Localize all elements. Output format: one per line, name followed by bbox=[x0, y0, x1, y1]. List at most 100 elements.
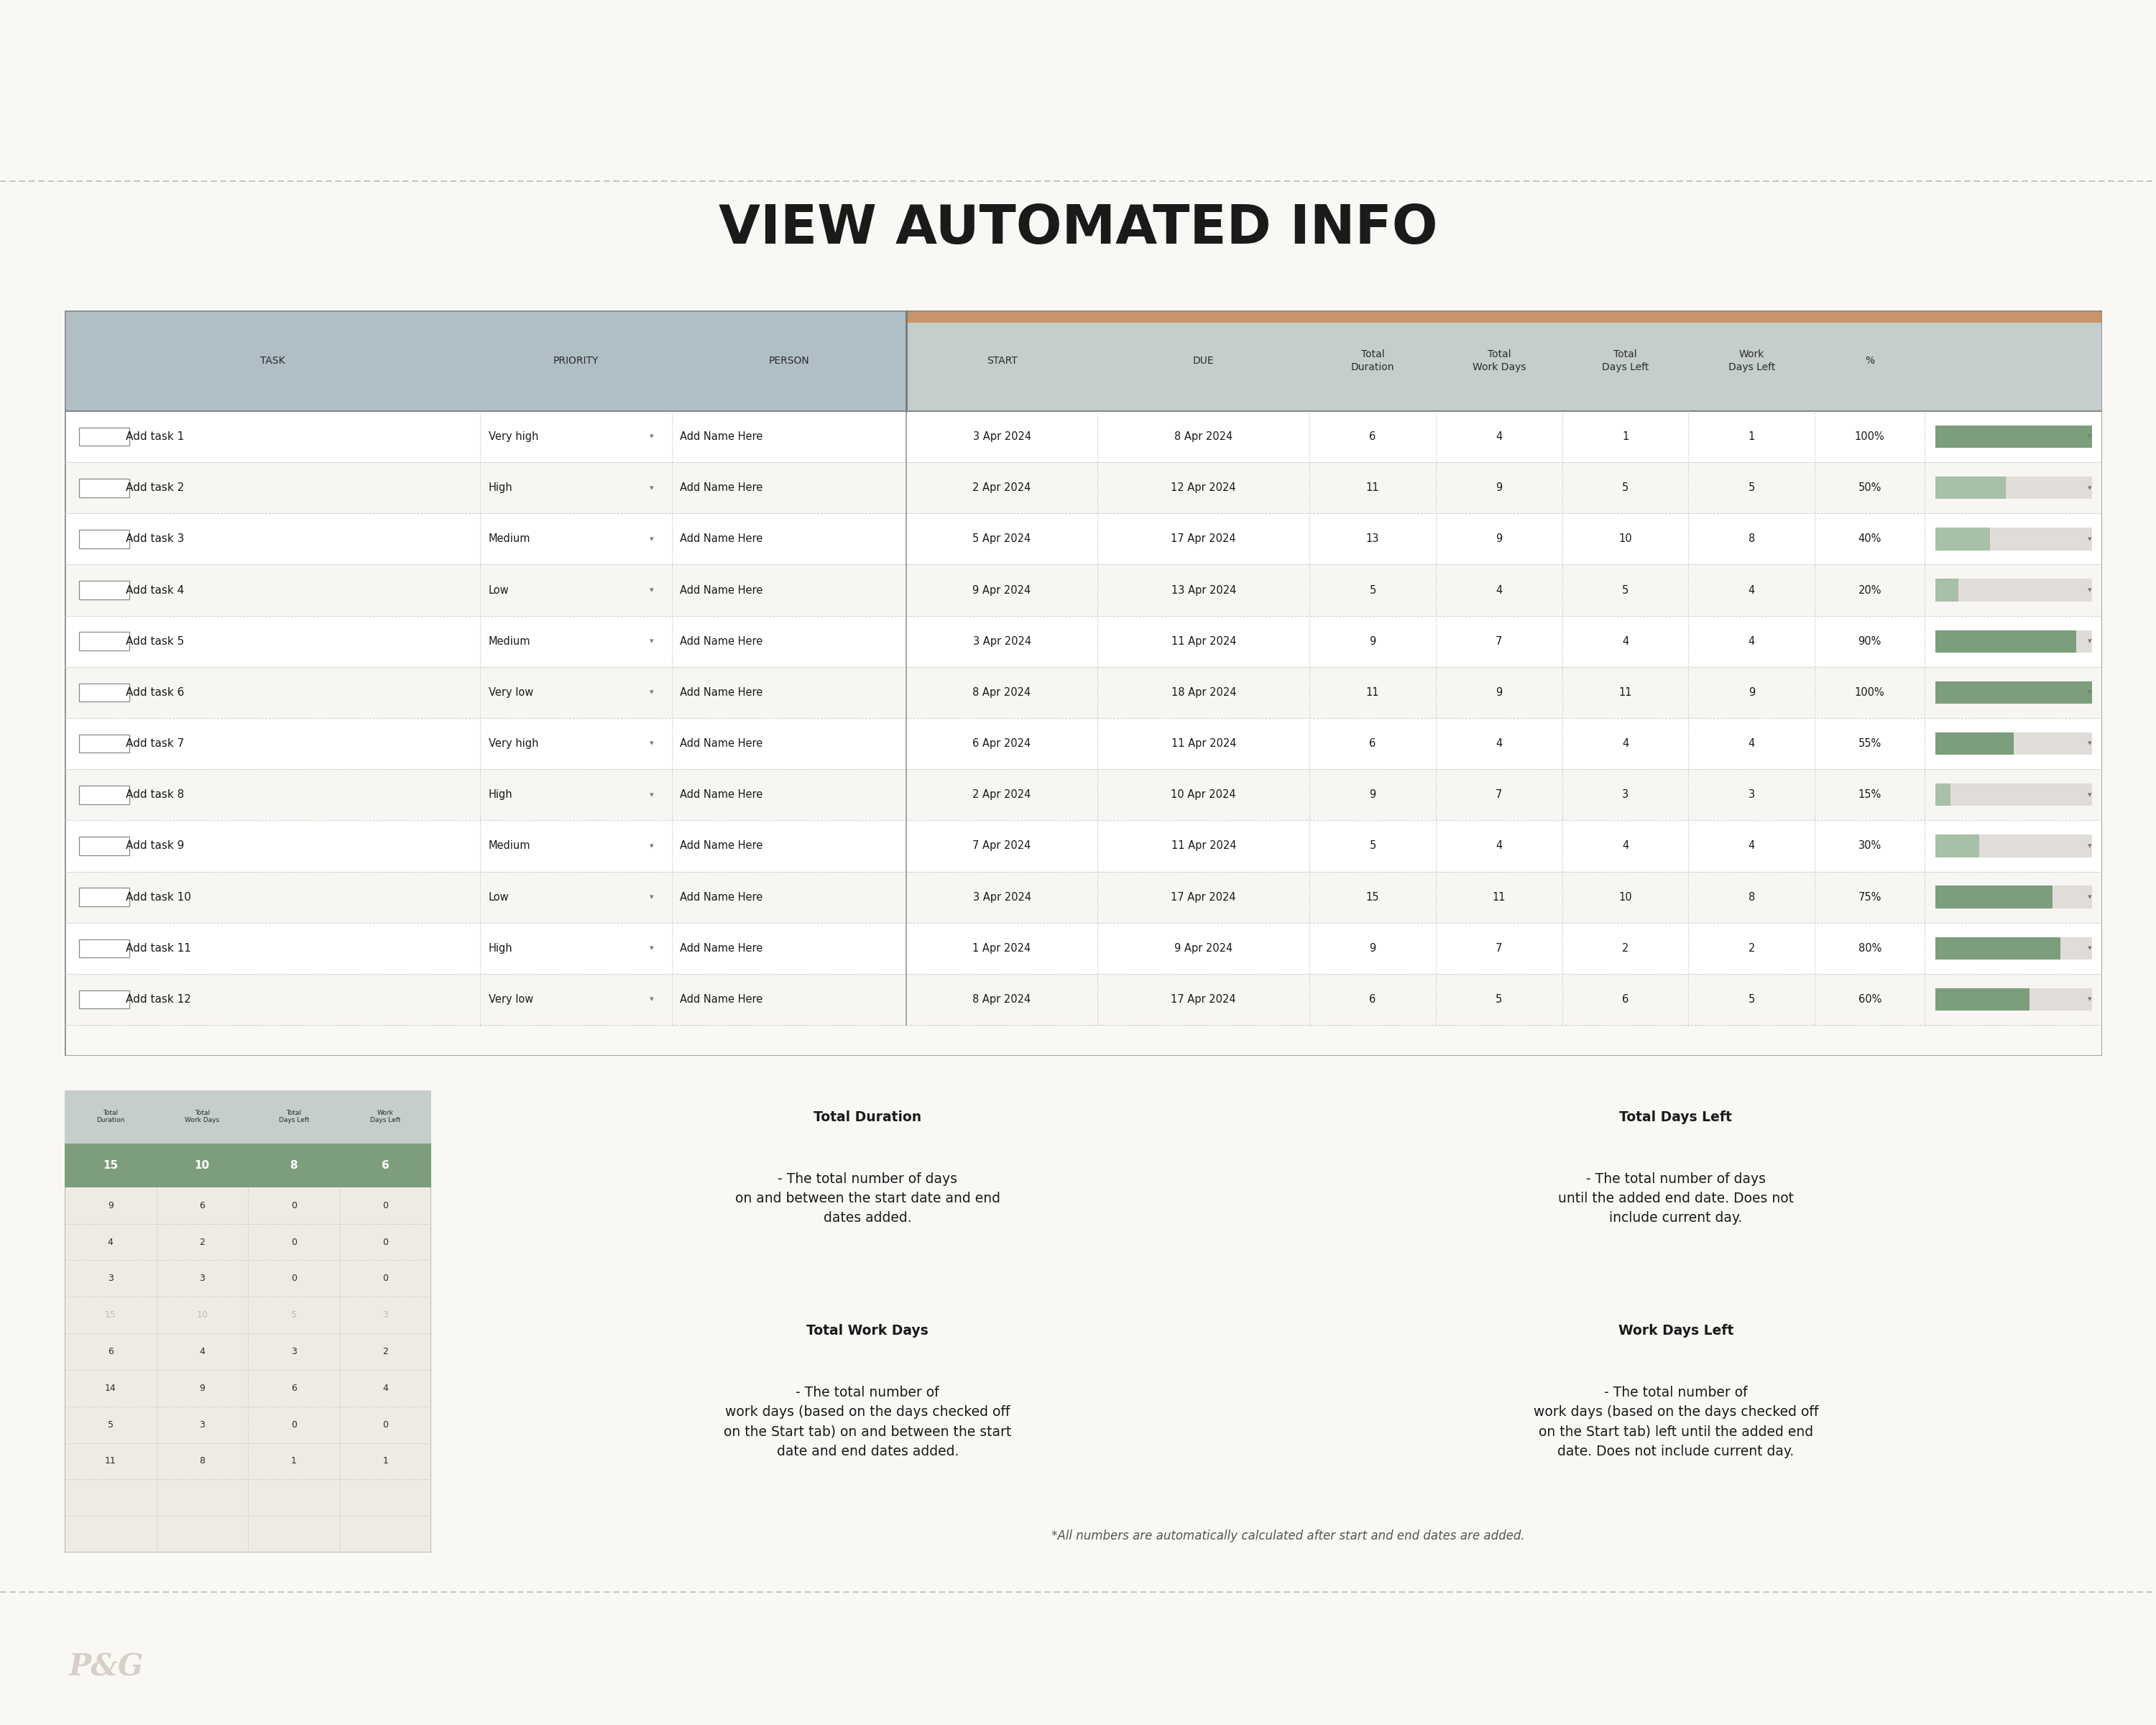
Text: 5: 5 bbox=[291, 1311, 298, 1320]
Text: - The total number of days
until the added end date. Does not
include current da: - The total number of days until the add… bbox=[1559, 1173, 1794, 1225]
Text: 10: 10 bbox=[196, 1311, 207, 1320]
Text: 12 Apr 2024: 12 Apr 2024 bbox=[1171, 483, 1235, 493]
Text: Add task 11: Add task 11 bbox=[125, 944, 192, 954]
Text: 0: 0 bbox=[382, 1275, 388, 1283]
Text: Add Name Here: Add Name Here bbox=[679, 687, 763, 699]
Bar bbox=[80, 478, 129, 497]
Text: 4: 4 bbox=[108, 1237, 114, 1247]
Text: 4: 4 bbox=[198, 1347, 205, 1356]
Bar bbox=[1936, 476, 2005, 499]
Bar bbox=[80, 785, 129, 804]
Text: ▾: ▾ bbox=[2087, 842, 2091, 849]
Text: 1: 1 bbox=[382, 1456, 388, 1466]
Text: ▾: ▾ bbox=[649, 535, 653, 543]
Bar bbox=[80, 428, 129, 445]
Text: 5: 5 bbox=[1496, 994, 1503, 1006]
Text: ▾: ▾ bbox=[2087, 587, 2091, 593]
Text: 11: 11 bbox=[1367, 483, 1380, 493]
Text: 50%: 50% bbox=[1858, 483, 1882, 493]
Text: Add task 6: Add task 6 bbox=[125, 687, 183, 699]
Text: Add Name Here: Add Name Here bbox=[679, 738, 763, 749]
Bar bbox=[1936, 783, 2091, 806]
Text: 90%: 90% bbox=[1858, 637, 1882, 647]
Bar bbox=[80, 631, 129, 650]
Text: Total
Duration: Total Duration bbox=[97, 1109, 125, 1123]
Text: 15: 15 bbox=[103, 1159, 119, 1171]
Text: 9: 9 bbox=[1496, 533, 1503, 545]
Text: Total Work Days: Total Work Days bbox=[806, 1325, 929, 1337]
Text: 18 Apr 2024: 18 Apr 2024 bbox=[1171, 687, 1235, 699]
Text: 8: 8 bbox=[198, 1456, 205, 1466]
Text: High: High bbox=[489, 483, 513, 493]
Text: 2 Apr 2024: 2 Apr 2024 bbox=[972, 790, 1031, 800]
Bar bbox=[65, 871, 2102, 923]
Text: 3 Apr 2024: 3 Apr 2024 bbox=[972, 431, 1031, 442]
Text: 6: 6 bbox=[382, 1159, 390, 1171]
Text: 0: 0 bbox=[291, 1201, 298, 1211]
Text: 3: 3 bbox=[108, 1275, 114, 1283]
Text: - The total number of
work days (based on the days checked off
on the Start tab): - The total number of work days (based o… bbox=[1533, 1385, 1818, 1458]
Bar bbox=[1936, 426, 2091, 448]
Text: Add Name Here: Add Name Here bbox=[679, 944, 763, 954]
Text: 15: 15 bbox=[1367, 892, 1380, 902]
Text: 8: 8 bbox=[1749, 892, 1755, 902]
Text: 7: 7 bbox=[1496, 944, 1503, 954]
Bar bbox=[1936, 937, 2091, 959]
Text: Total
Days Left: Total Days Left bbox=[1602, 350, 1649, 373]
Text: Total
Duration: Total Duration bbox=[1352, 350, 1395, 373]
Text: 6: 6 bbox=[1621, 994, 1628, 1006]
Bar bbox=[65, 514, 2102, 564]
Bar bbox=[80, 990, 129, 1009]
Bar bbox=[1936, 528, 1990, 550]
Text: 4: 4 bbox=[1749, 637, 1755, 647]
Text: 9: 9 bbox=[1749, 687, 1755, 699]
Text: Very high: Very high bbox=[489, 738, 539, 749]
Bar bbox=[1936, 835, 2091, 857]
Bar bbox=[1936, 887, 2053, 909]
Text: 2: 2 bbox=[198, 1237, 205, 1247]
Bar bbox=[1936, 476, 2091, 499]
Text: 8 Apr 2024: 8 Apr 2024 bbox=[1175, 431, 1233, 442]
Text: ▾: ▾ bbox=[2087, 688, 2091, 697]
Text: 5 Apr 2024: 5 Apr 2024 bbox=[972, 533, 1031, 545]
Text: PERSON: PERSON bbox=[768, 355, 808, 366]
Text: 7: 7 bbox=[1496, 790, 1503, 800]
Text: 10 Apr 2024: 10 Apr 2024 bbox=[1171, 790, 1235, 800]
Bar bbox=[906, 310, 2102, 323]
Text: Low: Low bbox=[489, 892, 509, 902]
Bar bbox=[65, 769, 2102, 821]
Text: Low: Low bbox=[489, 585, 509, 595]
Text: Work
Days Left: Work Days Left bbox=[371, 1109, 401, 1123]
Text: ▾: ▾ bbox=[649, 945, 653, 952]
Text: ▾: ▾ bbox=[649, 433, 653, 440]
Bar bbox=[80, 888, 129, 906]
Text: 4: 4 bbox=[1749, 738, 1755, 749]
Text: 11 Apr 2024: 11 Apr 2024 bbox=[1171, 738, 1235, 749]
Text: Add Name Here: Add Name Here bbox=[679, 533, 763, 545]
Text: ▾: ▾ bbox=[2087, 535, 2091, 543]
Text: 8 Apr 2024: 8 Apr 2024 bbox=[972, 994, 1031, 1006]
Bar bbox=[1936, 528, 2091, 550]
Text: 4: 4 bbox=[1749, 585, 1755, 595]
Text: ▾: ▾ bbox=[649, 894, 653, 900]
Bar bbox=[65, 616, 2102, 668]
Text: 0: 0 bbox=[382, 1237, 388, 1247]
Bar bbox=[65, 462, 2102, 514]
Text: 11: 11 bbox=[1492, 892, 1505, 902]
Text: Add task 3: Add task 3 bbox=[125, 533, 183, 545]
Text: High: High bbox=[489, 790, 513, 800]
Bar bbox=[1936, 887, 2091, 909]
Bar bbox=[80, 530, 129, 549]
Text: 3: 3 bbox=[1749, 790, 1755, 800]
Text: Add task 8: Add task 8 bbox=[125, 790, 183, 800]
Bar bbox=[65, 975, 2102, 1025]
Text: 10: 10 bbox=[1619, 533, 1632, 545]
Text: 5: 5 bbox=[1369, 585, 1376, 595]
Bar bbox=[80, 837, 129, 856]
Text: 11 Apr 2024: 11 Apr 2024 bbox=[1171, 637, 1235, 647]
Text: 15%: 15% bbox=[1858, 790, 1882, 800]
Text: Work Days Left: Work Days Left bbox=[1619, 1325, 1733, 1337]
Text: 4: 4 bbox=[1496, 431, 1503, 442]
Text: 2 Apr 2024: 2 Apr 2024 bbox=[972, 483, 1031, 493]
Text: 5: 5 bbox=[1749, 994, 1755, 1006]
